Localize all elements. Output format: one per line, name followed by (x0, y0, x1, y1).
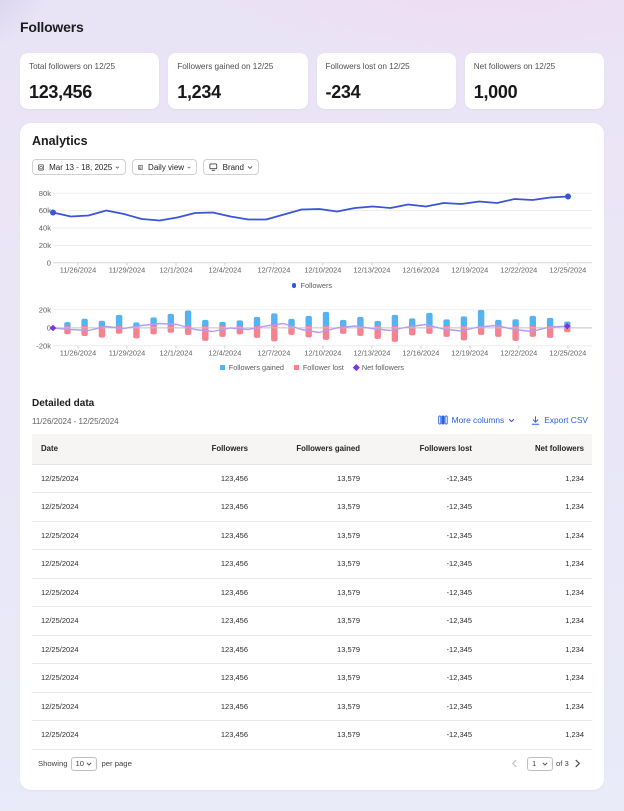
svg-text:0: 0 (47, 324, 51, 333)
svg-text:20k: 20k (39, 305, 51, 314)
svg-text:40k: 40k (39, 224, 51, 233)
svg-text:12/16/2024: 12/16/2024 (402, 266, 439, 275)
svg-text:11/29/2024: 11/29/2024 (109, 349, 145, 358)
svg-text:12/10/2024: 12/10/2024 (304, 349, 341, 358)
svg-text:12/22/2024: 12/22/2024 (500, 266, 537, 275)
svg-text:12/10/2024: 12/10/2024 (304, 266, 341, 275)
svg-text:20k: 20k (39, 241, 51, 250)
svg-text:12/1/2024: 12/1/2024 (160, 349, 193, 358)
svg-text:12/19/2024: 12/19/2024 (451, 266, 488, 275)
svg-text:12/19/2024: 12/19/2024 (451, 349, 488, 358)
svg-text:12/4/2024: 12/4/2024 (208, 349, 241, 358)
svg-text:12/7/2024: 12/7/2024 (257, 266, 290, 275)
svg-text:80k: 80k (39, 189, 51, 198)
svg-text:12/16/2024: 12/16/2024 (402, 349, 439, 358)
svg-text:0: 0 (47, 258, 51, 267)
svg-text:11/29/2024: 11/29/2024 (109, 266, 145, 275)
svg-text:11/26/2024: 11/26/2024 (60, 349, 96, 358)
svg-text:60k: 60k (39, 206, 51, 215)
svg-text:12/13/2024: 12/13/2024 (353, 266, 390, 275)
svg-text:12/25/2024: 12/25/2024 (549, 349, 586, 358)
svg-text:12/25/2024: 12/25/2024 (549, 266, 586, 275)
svg-text:12/13/2024: 12/13/2024 (353, 349, 390, 358)
svg-text:12/7/2024: 12/7/2024 (257, 349, 290, 358)
svg-text:-20k: -20k (36, 341, 51, 350)
svg-text:12/1/2024: 12/1/2024 (160, 266, 193, 275)
svg-text:12/4/2024: 12/4/2024 (208, 266, 241, 275)
svg-text:12/22/2024: 12/22/2024 (500, 349, 537, 358)
svg-text:11/26/2024: 11/26/2024 (60, 266, 96, 275)
